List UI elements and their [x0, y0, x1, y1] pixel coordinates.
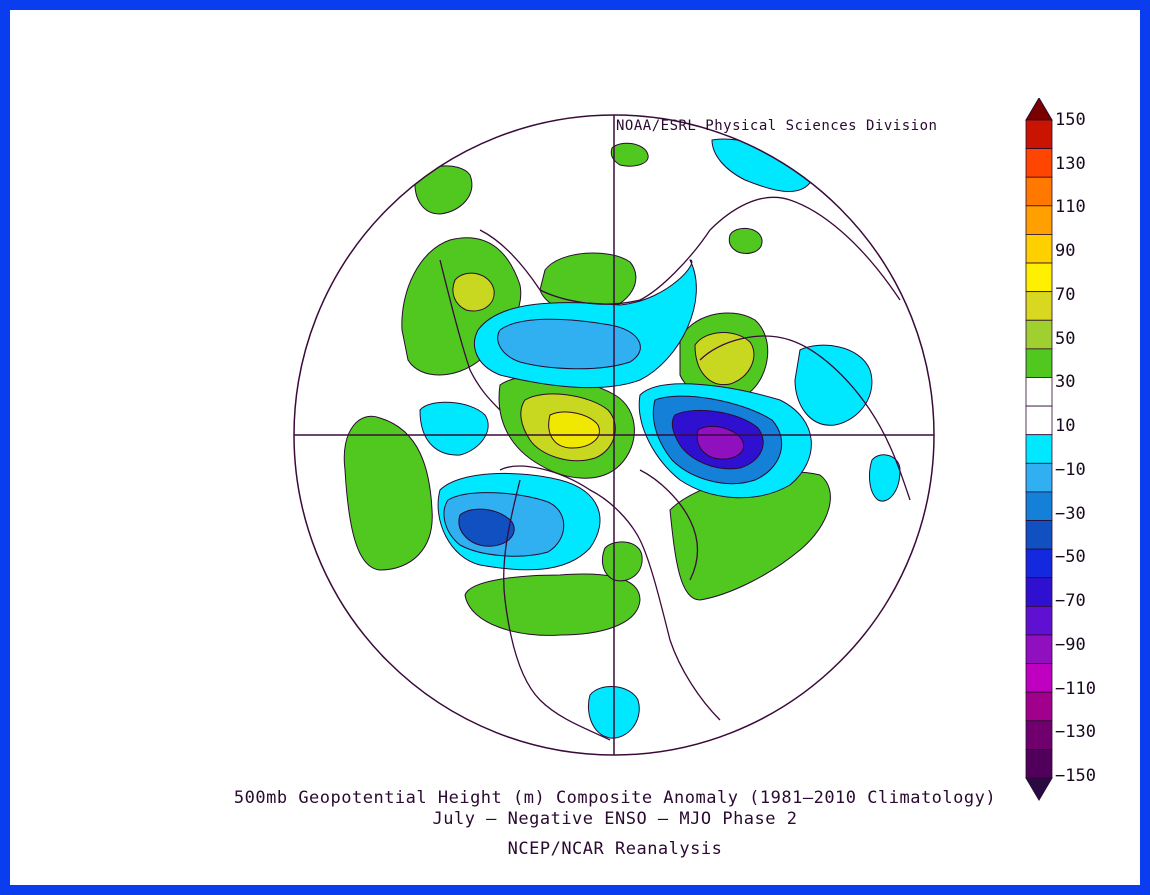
credit-label: NOAA/ESRL Physical Sciences Division — [616, 118, 938, 134]
colorbar-top-arrow — [1025, 98, 1053, 121]
colorbar-swatch — [1025, 176, 1053, 207]
colorbar-label: 130 — [1055, 153, 1086, 174]
colorbar-swatch — [1025, 377, 1053, 407]
anomaly-neg-europe — [419, 401, 489, 456]
colorbar-label: 70 — [1055, 284, 1076, 305]
colorbar-swatch — [1025, 262, 1053, 293]
anomaly-neg-russia-mid — [497, 318, 641, 370]
colorbar-swatch — [1025, 491, 1053, 521]
colorbar-label: −10 — [1055, 459, 1086, 480]
colorbar-swatch — [1025, 119, 1053, 150]
anomaly-pos-small-east — [728, 227, 763, 254]
caption-source: NCEP/NCAR Reanalysis — [507, 839, 723, 859]
colorbar-swatch — [1025, 148, 1053, 178]
anomaly-pos-north-africa — [414, 165, 473, 215]
colorbar-label: 50 — [1055, 328, 1076, 349]
anomaly-pos-hudson — [601, 541, 643, 582]
colorbar-label: 150 — [1055, 110, 1086, 130]
anomaly-pos-core-asia — [694, 332, 755, 386]
colorbar-swatch — [1025, 205, 1053, 235]
colorbar-label: 30 — [1055, 372, 1076, 393]
anomaly-pos-atlantic — [464, 573, 641, 636]
colorbar-swatch — [1025, 691, 1053, 722]
colorbar-swatch — [1025, 434, 1053, 464]
colorbar-swatch — [1025, 291, 1053, 321]
colorbar-label: −130 — [1055, 722, 1096, 743]
anomaly-pos-arctic-island — [610, 142, 649, 167]
colorbar-label: −90 — [1055, 634, 1086, 655]
anomaly-neg-alaska-core — [458, 508, 515, 547]
colorbar-swatch — [1025, 348, 1053, 378]
colorbar-swatch — [1025, 577, 1053, 607]
anomaly-pos-core-siberia — [452, 272, 495, 312]
anomaly-field — [343, 138, 901, 739]
colorbar-swatch — [1025, 605, 1053, 636]
colorbar-label: −50 — [1055, 547, 1086, 568]
colorbar-label: −70 — [1055, 591, 1086, 612]
colorbar-label: 90 — [1055, 241, 1076, 262]
caption-subtitle: July – Negative ENSO – MJO Phase 2 — [432, 809, 798, 829]
colorbar-label: 110 — [1055, 197, 1086, 218]
colorbar-swatch — [1025, 663, 1053, 693]
colorbar-label: −110 — [1055, 678, 1096, 699]
colorbar-swatch — [1025, 319, 1053, 350]
anomaly-neg-arctic-top — [711, 138, 813, 193]
colorbar-swatch — [1025, 634, 1053, 664]
colorbar-swatch — [1025, 462, 1053, 493]
colorbar-label: 10 — [1055, 416, 1076, 437]
coastlines — [439, 196, 911, 741]
colorbar-swatch — [1025, 548, 1053, 579]
caption-title: 500mb Geopotential Height (m) Composite … — [233, 788, 997, 808]
colorbar-swatch — [1025, 748, 1053, 779]
colorbar-swatch — [1025, 520, 1053, 550]
colorbar — [1025, 98, 1053, 801]
colorbar-bottom-arrow — [1025, 777, 1053, 801]
map-boundary — [293, 114, 935, 756]
anomaly-pos-max-greenland — [548, 411, 600, 449]
colorbar-swatch — [1025, 720, 1053, 750]
anomaly-pos-northpacific — [343, 415, 433, 571]
colorbar-swatch — [1025, 234, 1053, 264]
colorbar-label: −30 — [1055, 503, 1086, 524]
colorbar-label: −150 — [1055, 766, 1096, 786]
anomaly-neg-india — [869, 454, 901, 502]
anomaly-neg-japan — [794, 344, 873, 426]
colorbar-swatch — [1025, 405, 1053, 436]
